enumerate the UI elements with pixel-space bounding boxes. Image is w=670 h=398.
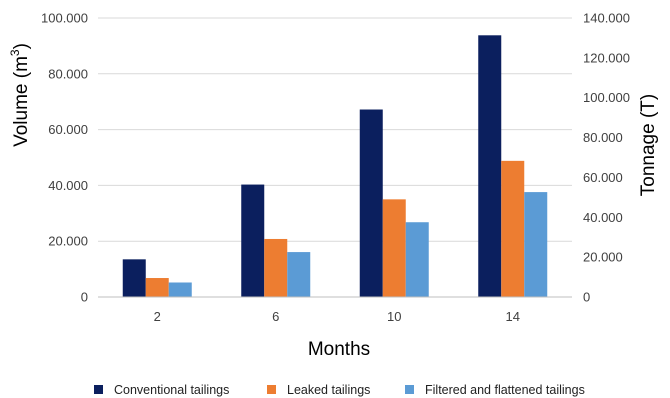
y-tick-label: 60.000 [48,122,88,137]
legend-label: Leaked tailings [287,383,370,397]
bar [501,160,525,297]
y-axis-ticks: 0 20.000 40.000 60.000 80.000 100.000 [41,11,88,305]
y2-tick-label: 80.000 [583,130,623,145]
x-tick-label: 14 [506,309,520,324]
bar [524,192,548,297]
legend-swatch [94,385,103,394]
bar [264,238,288,297]
y-tick-label: 80.000 [48,66,88,81]
bar [405,222,429,297]
y2-axis-ticks: 0 20.000 40.000 60.000 80.000 100.000 120.000 1… [583,11,630,305]
bar [382,199,406,297]
legend-label: Conventional tailings [114,383,229,397]
x-axis-ticks: 2 6 10 14 [154,309,520,324]
bar [478,35,502,297]
y-axis-title-superscript: 3 [8,49,22,56]
y2-tick-label: 140.000 [583,11,630,26]
legend-swatch [405,385,414,394]
bar [241,184,265,297]
bars [122,35,548,298]
y-axis-title-main: Volume (m [11,56,32,147]
y2-tick-label: 20.000 [583,250,623,265]
x-axis-title: Months [308,339,370,360]
x-tick-label: 10 [387,309,401,324]
bar [145,278,169,297]
y-axis-title: Volume (m3) [8,43,32,147]
y2-axis-title: Tonnage (T) [638,94,659,196]
y-tick-label: 100.000 [41,11,88,26]
bar [122,259,146,297]
y-tick-label: 20.000 [48,234,88,249]
legend: Conventional tailings Leaked tailings Filt… [94,383,585,397]
y-axis-title-end: ) [11,43,32,49]
y-tick-label: 0 [81,290,88,305]
y2-tick-label: 0 [583,290,590,305]
y2-tick-label: 40.000 [583,210,623,225]
bar [287,252,311,297]
legend-swatch [267,385,276,394]
bar [359,109,383,298]
legend-label: Filtered and flattened tailings [425,383,585,397]
y2-tick-label: 100.000 [583,90,630,105]
bar [168,282,192,297]
y-tick-label: 40.000 [48,178,88,193]
y2-tick-label: 120.000 [583,50,630,65]
x-tick-label: 2 [154,309,161,324]
x-tick-label: 6 [272,309,279,324]
y2-tick-label: 60.000 [583,170,623,185]
